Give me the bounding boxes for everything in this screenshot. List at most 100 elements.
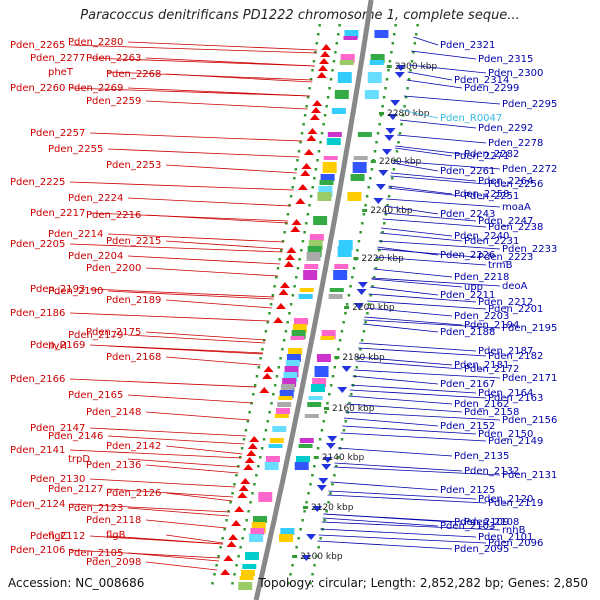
ring-dot — [296, 159, 299, 162]
leader-line-right — [392, 162, 439, 172]
ring-dot — [410, 60, 414, 63]
ring-dot — [289, 303, 293, 306]
ring-dot — [401, 114, 405, 117]
forward-gene-arrow — [220, 569, 231, 575]
reverse-gene-arrow — [375, 184, 386, 190]
leader-line-right — [362, 323, 439, 333]
feature-block — [251, 522, 266, 533]
leader-line-right — [411, 50, 477, 60]
gene-label-right: Pden_2182 — [488, 351, 543, 362]
feature-block — [343, 36, 358, 40]
forward-gene-arrow — [321, 44, 332, 50]
ring-dot — [381, 105, 384, 108]
ring-dot — [280, 249, 283, 252]
ring-dot — [361, 222, 364, 225]
leader-line-left — [69, 549, 220, 559]
ring-dot — [313, 564, 316, 567]
ring-dot — [276, 267, 280, 270]
ring-dot — [389, 186, 392, 189]
gene-label-right: Pden_2187 — [478, 346, 533, 357]
feature-block — [317, 192, 332, 201]
ring-dot — [329, 384, 333, 387]
ring-dot — [316, 447, 320, 450]
leader-line-right — [384, 205, 439, 215]
leader-line-right — [365, 307, 453, 317]
ring-dot — [385, 78, 389, 81]
gene-label-left: Pden_2268 — [106, 69, 161, 80]
gene-label-right: Pden_2158 — [464, 407, 519, 418]
gene-label-right: Pden_2211 — [440, 290, 495, 301]
ring-dot — [300, 132, 304, 135]
reverse-gene-arrow — [353, 303, 364, 309]
leader-line-left — [127, 552, 220, 562]
ring-dot — [392, 33, 396, 36]
feature-block — [337, 72, 352, 83]
feature-block — [240, 570, 255, 576]
ring-dot — [391, 177, 394, 180]
leader-line-right — [368, 293, 477, 303]
forward-gene-arrow — [259, 387, 270, 393]
ring-dot — [369, 177, 372, 180]
ring-dot — [227, 510, 230, 513]
feature-block — [272, 426, 287, 432]
leader-line-right — [345, 411, 501, 421]
forward-gene-arrow — [246, 450, 257, 456]
forward-gene-arrow — [263, 366, 274, 372]
forward-gene-arrow — [275, 303, 286, 309]
ring-dot — [262, 438, 266, 441]
ring-dot — [322, 420, 326, 423]
gene-label-left: Pden_2215 — [106, 236, 161, 247]
ring-dot — [400, 123, 403, 126]
ring-dot — [384, 213, 388, 216]
leader-line-left — [145, 331, 266, 341]
feature-block — [320, 174, 335, 181]
gene-label-right: Pden_2132 — [464, 466, 519, 477]
gene-label-right: Pden_2247 — [478, 216, 533, 227]
feature-block — [280, 384, 295, 392]
gene-label-right: trmB — [488, 260, 513, 271]
gene-label-left: Pden_2277 — [30, 53, 85, 64]
feature-block — [279, 390, 294, 398]
feature-block — [347, 192, 362, 201]
leader-line-right — [328, 490, 477, 500]
ring-dot — [257, 366, 261, 369]
ring-dot — [266, 321, 269, 324]
ring-dot — [333, 366, 337, 369]
leader-line-left — [165, 240, 284, 250]
kbp-tick — [362, 209, 368, 212]
leader-line-right — [379, 232, 463, 242]
leader-line-right — [397, 134, 487, 144]
ring-dot — [379, 114, 383, 117]
leader-line-left — [69, 181, 294, 191]
feature-block — [367, 72, 382, 83]
feature-block — [357, 132, 372, 137]
gene-label-right: Pden_2238 — [488, 222, 543, 233]
feature-block — [288, 348, 303, 355]
feature-block — [374, 30, 389, 38]
forward-gene-arrow — [238, 485, 249, 491]
ring-dot — [281, 348, 284, 351]
feature-block — [334, 264, 349, 269]
ring-dot — [359, 348, 362, 351]
ring-dot — [318, 438, 322, 441]
leader-line-right — [337, 447, 453, 457]
ring-dot — [390, 51, 393, 54]
gene-label-right: Pden_2095 — [454, 544, 509, 555]
gene-label-right: Pden_2131 — [502, 470, 557, 481]
reverse-gene-arrow — [327, 436, 338, 442]
gene-label-right: Pden_2256 — [488, 179, 543, 190]
kbp-tick — [313, 456, 319, 459]
feature-block — [238, 582, 253, 590]
leader-line-right — [395, 147, 453, 157]
reverse-gene-arrow — [385, 128, 396, 134]
gene-label-right: Pden_2300 — [488, 68, 543, 79]
reverse-gene-arrow — [337, 387, 348, 393]
leader-line-left — [145, 267, 279, 277]
gene-label-left: Pden_2168 — [106, 352, 161, 363]
chromosome-backbone — [253, 0, 374, 600]
gene-label-right: Pden_2271 — [454, 151, 509, 162]
ring-dot — [367, 303, 371, 306]
ring-dot — [332, 60, 336, 63]
feature-block — [309, 234, 324, 241]
ring-dot — [328, 393, 331, 396]
